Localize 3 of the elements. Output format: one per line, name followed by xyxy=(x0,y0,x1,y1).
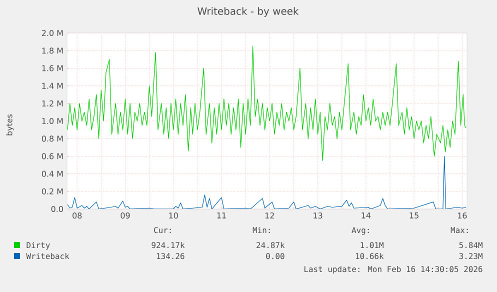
chart-title: Writeback - by week xyxy=(198,7,299,17)
line-series xyxy=(67,156,466,209)
line-series xyxy=(67,46,466,161)
